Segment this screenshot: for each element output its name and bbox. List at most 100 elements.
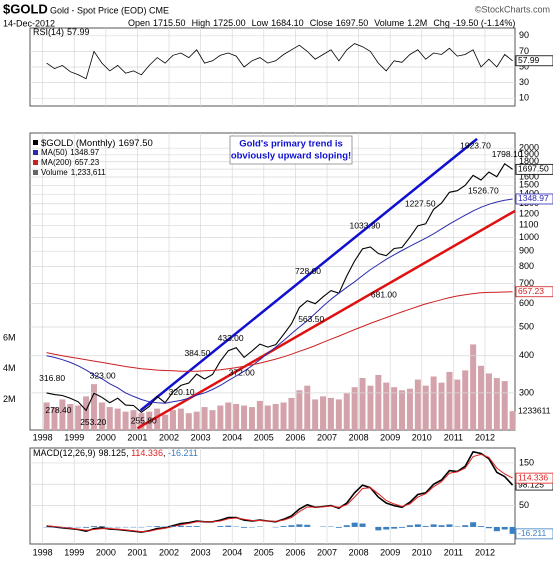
histogram-bar xyxy=(185,526,192,527)
volume-bar xyxy=(414,379,421,430)
volume-bar xyxy=(51,407,58,430)
volume-bar xyxy=(462,370,469,430)
price-annotation: 1033.90 xyxy=(350,221,381,231)
quote: Open 1715.50 High 1725.00 Low 1684.10 Close 169… xyxy=(128,18,515,28)
histogram-bar xyxy=(422,526,429,527)
legend-entry: RSI(14) 57.99 xyxy=(33,27,90,37)
volume-bar xyxy=(446,371,453,430)
price-annotation: 320.10 xyxy=(169,387,195,397)
legend-name: $GOLD (Monthly) xyxy=(41,138,115,149)
volume-bar xyxy=(359,378,366,430)
histogram-bar xyxy=(217,526,224,527)
y-tick-label: 900 xyxy=(519,246,534,256)
x-tick-label: 2003 xyxy=(191,547,211,557)
symbol: $GOLD xyxy=(3,1,48,16)
histogram-bar xyxy=(446,524,453,527)
legend-swatch xyxy=(33,140,38,145)
last-value-box xyxy=(515,472,553,484)
y-tick-label: 50 xyxy=(519,500,529,510)
annotation-text: Gold's primary trend is xyxy=(239,139,343,150)
volume-bar xyxy=(138,413,145,430)
legend-value: -16.211 xyxy=(168,448,198,458)
legend-name: MA(200) xyxy=(41,158,72,167)
x-tick-label: 2005 xyxy=(254,432,274,442)
x-tick-label: 2006 xyxy=(285,432,305,442)
y-tick-label: 1200 xyxy=(519,208,539,218)
histogram-bar xyxy=(406,525,413,527)
price-annotation: 728.00 xyxy=(295,266,321,276)
last-value-label: 1697.50 xyxy=(518,164,549,174)
y-tick-label: 1000 xyxy=(519,232,539,242)
histogram-bar xyxy=(485,526,492,529)
legend-value: 114.336 xyxy=(131,448,163,458)
legend-value: 57.99 xyxy=(67,27,90,37)
series-line xyxy=(46,291,513,372)
histogram-bar xyxy=(343,525,350,527)
volume-bar xyxy=(169,410,176,430)
x-tick-label: 2001 xyxy=(127,547,147,557)
price-annotation: 384.50 xyxy=(184,348,210,358)
price-annotation: 1798.10 xyxy=(492,149,523,159)
histogram-bar xyxy=(193,526,200,527)
volume-bar xyxy=(43,402,50,430)
legend-value: 1348.97 xyxy=(70,148,99,157)
volume-bar xyxy=(399,390,406,430)
y-tick-label: 700 xyxy=(519,278,534,288)
histogram-bar xyxy=(83,526,90,528)
last-value-tag: 1348.97 xyxy=(515,193,553,205)
histogram-bar xyxy=(383,526,390,530)
histogram-bar xyxy=(430,524,437,527)
quote-value: 1.2M xyxy=(407,18,427,28)
last-value-tag: 657.23 xyxy=(515,286,553,298)
volume-bar xyxy=(391,387,398,430)
histogram-bar xyxy=(509,526,516,534)
volume-bar xyxy=(406,388,413,430)
volume-bar xyxy=(209,410,216,430)
x-tick-label: 2009 xyxy=(380,547,400,557)
last-value-label: 57.99 xyxy=(518,55,540,65)
price-annotation: 1526.70 xyxy=(468,185,499,195)
quote-label: Low xyxy=(252,18,269,28)
volume-bar xyxy=(335,399,342,430)
volume-bar xyxy=(327,397,334,430)
volume-bar xyxy=(256,400,263,430)
volume-bar xyxy=(272,404,279,430)
legend-value: 1697.50 xyxy=(118,138,152,149)
histogram-bar xyxy=(391,526,398,529)
price-annotation: 563.50 xyxy=(298,314,324,324)
volume-bar xyxy=(280,402,287,430)
histogram-bar xyxy=(462,525,469,527)
series-line xyxy=(46,43,513,80)
volume-bar xyxy=(493,378,500,430)
y-tick-label: 800 xyxy=(519,261,534,271)
volume-bar xyxy=(75,405,82,430)
x-tick-label: 2004 xyxy=(222,547,242,557)
volume-bar xyxy=(98,402,105,430)
x-tick-label: 2007 xyxy=(317,547,337,557)
price-annotation: 372.00 xyxy=(229,367,255,377)
legend-separator: , xyxy=(163,448,168,458)
y-tick-label: 500 xyxy=(519,321,534,331)
y-tick-label: 1400 xyxy=(519,189,539,199)
y-tick-label: 2000 xyxy=(519,143,539,153)
volume-bar xyxy=(106,407,113,430)
volume-bar xyxy=(288,397,295,430)
price-annotation: 255.80 xyxy=(131,416,157,426)
volume-bar xyxy=(351,387,358,430)
x-tick-label: 1999 xyxy=(64,547,84,557)
volume-bar xyxy=(162,414,169,430)
x-tick-label: 2005 xyxy=(254,547,274,557)
y-tick-label: 600 xyxy=(519,298,534,308)
last-value-tag: 57.99 xyxy=(515,55,553,67)
volume-bar xyxy=(485,373,492,430)
histogram-bar xyxy=(470,522,477,527)
histogram-bar xyxy=(493,526,500,532)
last-value-box xyxy=(515,528,553,540)
quote-value: -19.50 (-1.14%) xyxy=(453,18,516,28)
annotation-text: obviously upward sloping! xyxy=(231,151,351,162)
quote-label: Open xyxy=(128,18,150,28)
x-tick-label: 1999 xyxy=(64,432,84,442)
x-tick-label: 2001 xyxy=(127,432,147,442)
legend-entry: MA(50) 1348.97 xyxy=(41,148,100,157)
volume-tick-label: 2M xyxy=(3,394,16,404)
